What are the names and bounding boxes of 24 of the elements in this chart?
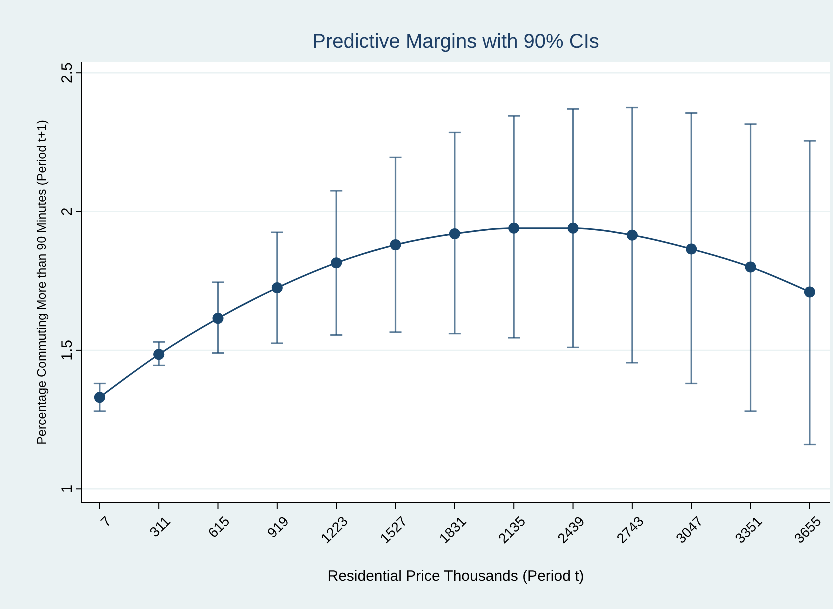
x-tick-label: 919: [264, 513, 292, 541]
x-tick-label: 7: [98, 513, 115, 530]
point: [390, 240, 402, 251]
point: [331, 258, 342, 269]
point: [568, 222, 579, 234]
point: [508, 222, 520, 234]
y-axis-title: Percentage Commuting More than 90 Minutes (Period t+1): [35, 120, 49, 445]
point: [804, 286, 816, 298]
x-axis-title: Residential Price Thousands (Period t): [328, 568, 584, 585]
chart-title: Predictive Margins with 90% CIs: [312, 31, 600, 53]
y-tick-label: 1: [59, 484, 76, 494]
point: [154, 349, 165, 360]
point: [626, 230, 638, 241]
point: [212, 313, 224, 324]
y-tick-label: 2.5: [59, 62, 76, 84]
y-tick-label: 1.5: [59, 340, 76, 361]
x-tick-label: 311: [146, 513, 174, 540]
point: [449, 228, 460, 240]
point: [94, 392, 106, 404]
point: [745, 262, 756, 273]
point: [686, 244, 698, 255]
y-tick-label: 2: [59, 208, 76, 216]
x-tick-label: 615: [204, 513, 233, 541]
point: [272, 282, 283, 294]
